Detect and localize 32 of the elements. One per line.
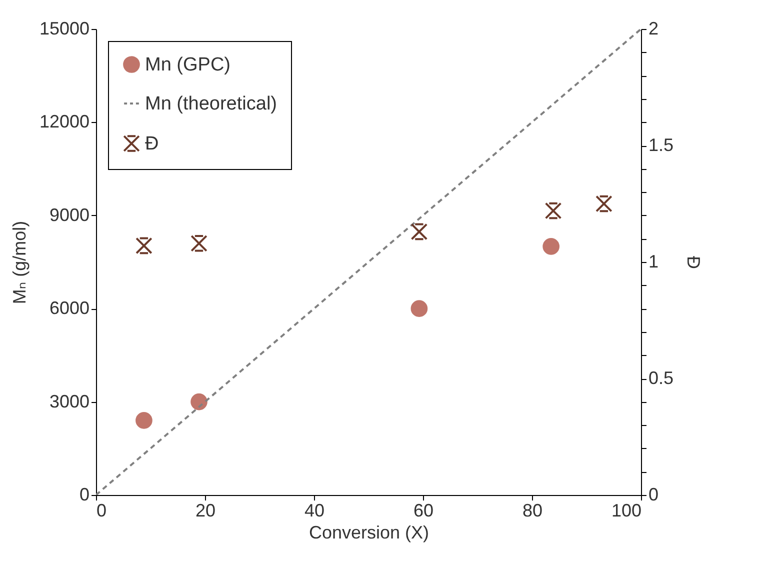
x-tick-label: 40 — [304, 500, 325, 520]
y2-axis-title: Đ — [684, 256, 704, 269]
x-axis-title: Conversion (X) — [308, 522, 430, 542]
x-tick-label: 100 — [611, 500, 642, 520]
point — [136, 412, 152, 429]
point — [596, 195, 612, 212]
point — [410, 300, 428, 317]
y2-tick-label: 1 — [648, 252, 659, 272]
y-tick-label: 9000 — [49, 204, 90, 225]
point — [544, 202, 562, 220]
y-tick-label: 3000 — [49, 391, 90, 412]
point — [190, 234, 208, 252]
x-tick-label: 60 — [413, 500, 434, 520]
point — [190, 393, 208, 410]
x-tick-label: 80 — [522, 500, 543, 520]
point — [542, 238, 560, 255]
point — [136, 237, 152, 254]
y-tick-label: 6000 — [49, 298, 90, 318]
y2-tick-label: 2 — [648, 18, 659, 38]
y2-tick-label: 0.5 — [648, 368, 674, 388]
x-tick-label: 0 — [96, 500, 107, 520]
legend-label: Mn (theoretical) — [145, 94, 277, 114]
x-tick-label: 20 — [195, 500, 216, 520]
legend-label: Đ — [145, 134, 159, 154]
y-axis-title: Mₙ (g/mol) — [9, 220, 30, 304]
y-tick-label: 0 — [79, 484, 90, 504]
legend-label: Mn (GPC) — [145, 54, 230, 76]
y2-tick-label: 0 — [648, 484, 659, 504]
y-tick-label: 15000 — [39, 18, 90, 38]
y2-tick-label: 1.5 — [648, 135, 674, 155]
point — [410, 223, 428, 240]
y-tick-label: 12000 — [39, 112, 90, 132]
